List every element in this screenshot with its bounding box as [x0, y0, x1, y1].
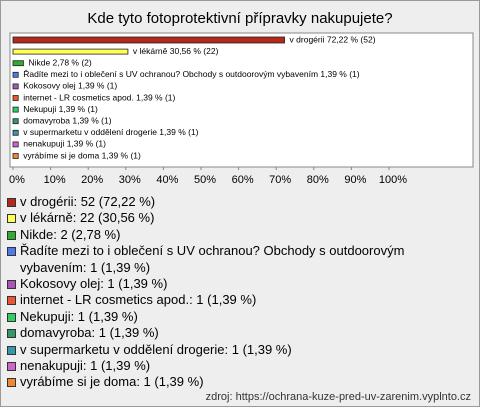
bar-label: internet - LR cosmetics apod. 1,39 % (1) — [23, 92, 175, 102]
bar — [12, 141, 19, 148]
legend-label: v lékárně: 22 (30,56 %) — [20, 210, 155, 226]
legend-label: Nekupuji: 1 (1,39 %) — [20, 308, 138, 324]
legend-entry: domavyroba: 1 (1,39 %) — [7, 325, 447, 341]
legend-label: v drogérii: 52 (72,22 %) — [20, 194, 156, 209]
legend-label: nenakupuji: 1 (1,39 %) — [20, 358, 151, 374]
legend-entry: internet - LR cosmetics apod.: 1 (1,39 %… — [7, 292, 447, 308]
legend-label: vyrábíme si je doma: 1 (1,39 %) — [20, 374, 204, 390]
chart: Kde tyto fotoprotektivní přípravky nakup… — [9, 10, 474, 186]
legend-label: Nikde: 2 (2,78 %) — [20, 226, 121, 242]
legend-swatch — [7, 280, 16, 290]
legend-swatch — [7, 312, 16, 322]
bar-label: v lékárně 30,56 % (22) — [133, 46, 219, 56]
x-tick-label: 100% — [379, 174, 407, 186]
x-tick-label: 10% — [44, 174, 66, 186]
bar-label: Nikde 2,78 % (2) — [28, 57, 91, 67]
bar-label: nenakupuji 1,39 % (1) — [23, 139, 106, 149]
legend-label: Kokosovy olej: 1 (1,39 %) — [20, 276, 168, 292]
bar-label: domavyroba 1,39 % (1) — [23, 115, 112, 125]
x-tick-label: 50% — [194, 174, 216, 186]
bar-label: v supermarketu v oddělení drogerie 1,39 … — [23, 127, 198, 137]
x-tick-label: 0% — [9, 174, 25, 186]
bar-label: vyrábíme si je doma 1,39 % (1) — [23, 150, 141, 160]
legend-entry: Nekupuji: 1 (1,39 %) — [7, 309, 447, 325]
legend-entry: nenakupuji: 1 (1,39 %) — [7, 358, 447, 374]
x-tick-label: 90% — [344, 174, 366, 186]
bar-label: Nekupuji 1,39 % (1) — [23, 104, 98, 114]
bar-label: Kokosovy olej 1,39 % (1) — [23, 81, 117, 91]
legend-entry: v supermarketu v oddělení drogerie: 1 (1… — [7, 342, 447, 358]
legend-label: Řadíte mezi to i oblečení s UV ochranou?… — [20, 243, 405, 275]
legend-swatch — [7, 329, 16, 339]
legend: v drogérii: 52 (72,22 %) v lékárně: 22 (3… — [7, 194, 447, 391]
bar-label: Řadíte mezi to i oblečení s UV ochranou?… — [23, 69, 360, 79]
legend-swatch — [7, 345, 16, 355]
legend-entry: v lékárně: 22 (30,56 %) — [7, 210, 447, 226]
x-tick-label: 60% — [232, 174, 254, 186]
bar — [12, 106, 19, 113]
legend-label: internet - LR cosmetics apod.: 1 (1,39 %… — [20, 292, 257, 308]
x-tick-label: 40% — [156, 174, 178, 186]
legend-swatch — [7, 378, 16, 388]
bar — [12, 48, 129, 55]
bar — [12, 95, 19, 101]
bar — [12, 60, 24, 67]
legend-swatch — [7, 214, 16, 224]
legend-entry: v drogérii: 52 (72,22 %) — [7, 194, 447, 210]
bar-label: v drogérii 72,22 % (52) — [290, 34, 376, 44]
legend-swatch — [7, 362, 16, 372]
bar — [12, 71, 19, 78]
x-tick-label: 70% — [269, 174, 291, 186]
legend-label: domavyroba: 1 (1,39 %) — [20, 325, 159, 341]
legend-swatch — [7, 296, 16, 306]
legend-label: v supermarketu v oddělení drogerie: 1 (1… — [20, 341, 292, 357]
legend-swatch — [7, 247, 16, 257]
source: zdroj: https://ochrana-kuze-pred-uv-zare… — [205, 391, 471, 403]
bar — [12, 129, 19, 136]
x-tick-label: 80% — [307, 174, 329, 186]
legend-entry: Kokosovy olej: 1 (1,39 %) — [7, 276, 447, 292]
legend-swatch — [7, 198, 16, 207]
bar — [12, 118, 19, 125]
legend-entry: Nikde: 2 (2,78 %) — [7, 227, 447, 243]
legend-entry: Řadíte mezi to i oblečení s UV ochranou?… — [7, 243, 447, 276]
legend-swatch — [7, 230, 16, 240]
bar — [12, 153, 19, 159]
bar — [12, 83, 19, 90]
bar — [12, 36, 285, 44]
legend-entry: vyrábíme si je doma: 1 (1,39 %) — [7, 374, 447, 390]
plot-area — [9, 32, 474, 168]
x-tick-label: 20% — [81, 174, 103, 186]
x-tick-label: 30% — [119, 174, 141, 186]
chart-title: Kde tyto fotoprotektivní přípravky nakup… — [87, 10, 392, 27]
